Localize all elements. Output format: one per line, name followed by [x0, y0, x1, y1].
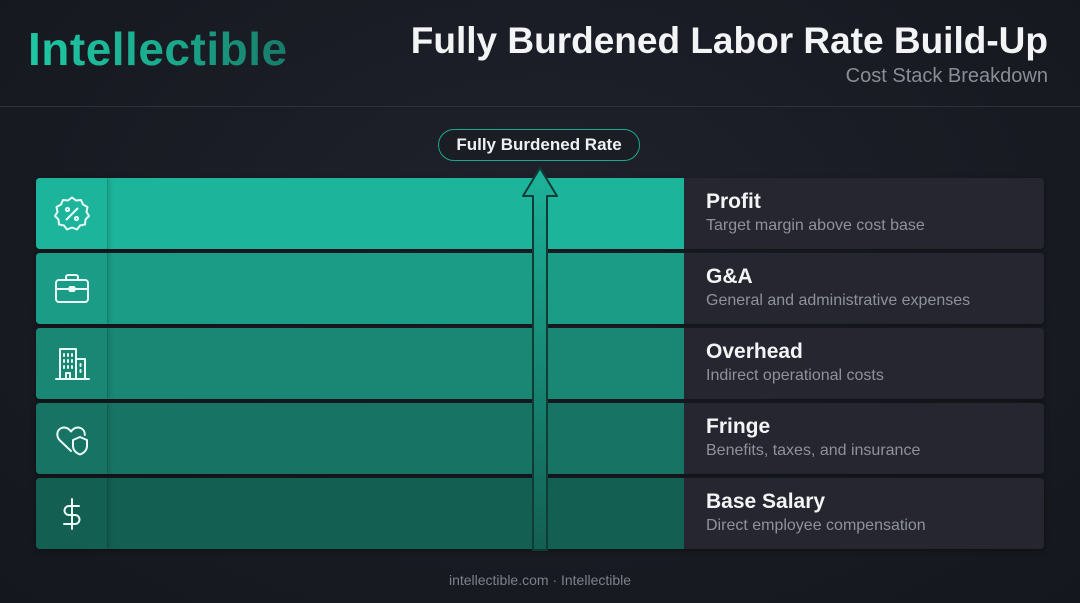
- layer-title: Profit: [706, 190, 761, 213]
- layer-description: Target margin above cost base: [706, 217, 925, 234]
- layer-description: Direct employee compensation: [706, 517, 926, 534]
- layer-description: Indirect operational costs: [706, 367, 884, 384]
- layer-description: General and administrative expenses: [706, 292, 971, 309]
- brand-logo: Intellectible: [28, 23, 288, 75]
- layer-description: Benefits, taxes, and insurance: [706, 442, 921, 459]
- layer-bar: [36, 403, 684, 474]
- footer: intellectible.com · Intellectible: [448, 572, 632, 588]
- page-title: Fully Burdened Labor Rate Build-Up: [410, 20, 1048, 61]
- heart-shield-icon: [36, 403, 108, 474]
- dollar-icon: [36, 478, 108, 549]
- layer-title: Base Salary: [706, 490, 826, 513]
- layer-bar: [36, 328, 684, 399]
- layer-label-panel: Overhead Indirect operational costs: [684, 328, 1044, 399]
- percent-badge-icon: [36, 178, 108, 249]
- layer-title: G&A: [706, 265, 753, 288]
- briefcase-icon: [36, 253, 108, 324]
- layer-label-panel: G&A General and administrative expenses: [684, 253, 1044, 324]
- layer-label-panel: Profit Target margin above cost base: [684, 178, 1044, 249]
- layer-bar: [36, 178, 684, 249]
- layer-base-salary: Base Salary Direct employee compensation: [36, 478, 1044, 549]
- layer-overhead: Overhead Indirect operational costs: [36, 328, 1044, 399]
- layer-g-and-a: G&A General and administrative expenses: [36, 253, 1044, 324]
- layer-label-panel: Base Salary Direct employee compensation: [684, 478, 1044, 549]
- building-icon: [36, 328, 108, 399]
- layer-title: Overhead: [706, 340, 803, 363]
- layer-bar: [36, 478, 684, 549]
- upward-arrow: [522, 167, 558, 551]
- layer-title: Fringe: [706, 415, 771, 438]
- layer-bar: [36, 253, 684, 324]
- layer-label-panel: Fringe Benefits, taxes, and insurance: [684, 403, 1044, 474]
- layer-profit: Profit Target margin above cost base: [36, 178, 1044, 249]
- header: Intellectible Fully Burdened Labor Rate …: [0, 0, 1080, 107]
- layer-fringe: Fringe Benefits, taxes, and insurance: [36, 403, 1044, 474]
- fully-burdened-rate-label: Fully Burdened Rate: [438, 129, 640, 161]
- page-subtitle: Cost Stack Breakdown: [845, 65, 1048, 87]
